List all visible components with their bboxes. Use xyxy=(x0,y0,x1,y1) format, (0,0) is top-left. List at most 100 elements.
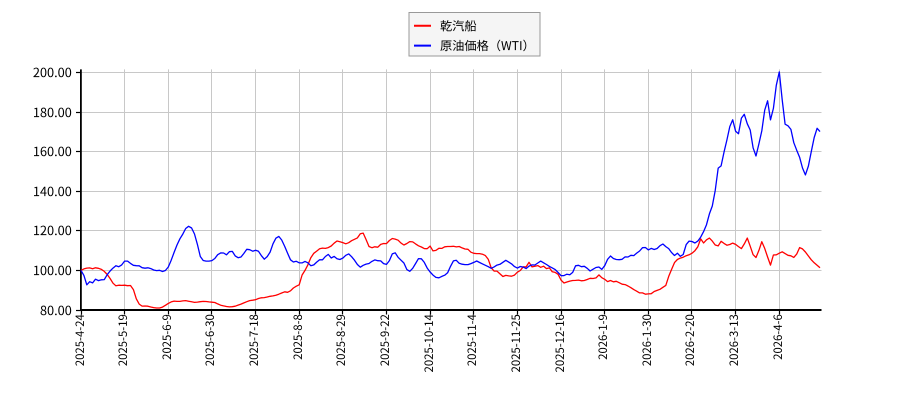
glyph-1 xyxy=(118,321,127,326)
y-tick-label-100.00-glyphs xyxy=(33,265,72,276)
glyph-4 xyxy=(773,324,782,331)
glyph-9 xyxy=(118,314,128,320)
glyph-- xyxy=(123,337,125,341)
series-line-0 xyxy=(80,232,821,309)
glyph-. xyxy=(55,313,57,316)
glyph-2 xyxy=(511,354,520,360)
glyph-2 xyxy=(511,366,520,373)
glyph-- xyxy=(123,327,125,331)
glyph-2 xyxy=(33,67,40,78)
x-tick-label-2025-9-22-glyphs xyxy=(380,314,390,366)
x-tick-label-2025-8-8-glyphs xyxy=(293,314,303,360)
x-tick-label-2025-6-30: 2025-6-30 xyxy=(203,314,217,373)
glyph-. xyxy=(55,273,57,276)
glyph-6 xyxy=(729,341,739,347)
y-tick-label-160.00: 160.00 xyxy=(27,145,72,160)
legend-label-crude-oil-wti: 原油価格（WTI） xyxy=(440,38,536,53)
glyph-2 xyxy=(555,354,564,360)
glyph-船 xyxy=(464,20,477,32)
glyph-2 xyxy=(642,360,651,366)
glyph-3 xyxy=(205,321,215,327)
glyph-- xyxy=(734,327,736,331)
y-tick-label-180.00: 180.00 xyxy=(27,106,72,121)
glyph-5 xyxy=(75,341,85,347)
glyph-I xyxy=(520,41,522,51)
glyph-1 xyxy=(555,321,564,326)
glyph-5 xyxy=(293,335,303,341)
glyph-2 xyxy=(729,347,738,354)
glyph-2 xyxy=(424,366,433,373)
axis-labels: 80.00 100.00 120.00 140.00 160.00 180.00 200.0… xyxy=(27,66,783,380)
x-tick-label-2025-10-14: 2025-10-14 xyxy=(422,314,436,380)
glyph-格 xyxy=(476,39,489,52)
x-tick-label-2026-4-6-glyphs xyxy=(773,314,783,360)
glyph-6 xyxy=(642,341,652,347)
legend-label-dry-bulk-ship-glyphs xyxy=(440,20,477,32)
glyph-原 xyxy=(440,40,452,52)
glyph-5 xyxy=(118,341,128,347)
glyph-5 xyxy=(162,335,172,341)
x-tick-label-2026-1-9-glyphs xyxy=(598,314,608,360)
glyph-- xyxy=(778,321,780,324)
glyph-6 xyxy=(773,335,783,341)
glyph-W xyxy=(501,41,512,51)
glyph-2 xyxy=(249,360,258,366)
glyph-1 xyxy=(729,321,738,326)
glyph-- xyxy=(385,327,387,331)
glyph-3 xyxy=(729,314,739,321)
glyph-3 xyxy=(642,321,652,327)
glyph-- xyxy=(690,337,692,341)
glyph-- xyxy=(341,337,343,341)
x-tick-label-2026-2-20-glyphs xyxy=(685,314,695,366)
glyph-2 xyxy=(685,321,694,327)
x-tick-label-2025-5-19: 2025-5-19 xyxy=(116,314,130,373)
glyph-2 xyxy=(642,347,651,354)
glyph-2 xyxy=(118,347,127,354)
glyph-8 xyxy=(293,314,303,320)
glyph-1 xyxy=(511,331,520,337)
y-tick-label-200.00: 200.00 xyxy=(27,66,72,81)
x-tick-label-2025-6-9-glyphs xyxy=(162,314,172,360)
x-tick-label-2026-3-13-glyphs xyxy=(729,314,739,366)
glyph-1 xyxy=(511,337,520,343)
glyph-2 xyxy=(685,347,694,354)
glyph-- xyxy=(603,331,605,335)
glyph-2 xyxy=(511,321,520,327)
glyph-- xyxy=(385,337,387,341)
y-tick-label-140.00-glyphs xyxy=(33,186,72,197)
glyph-- xyxy=(254,337,256,341)
glyph-1 xyxy=(555,337,564,343)
glyph-2 xyxy=(75,360,84,366)
glyph-. xyxy=(55,194,57,197)
glyph-9 xyxy=(380,331,390,337)
legend-label-text-1 xyxy=(440,39,527,52)
y-tick-label-160.00-glyphs xyxy=(33,146,72,157)
glyph-3 xyxy=(729,331,739,337)
glyph-- xyxy=(429,343,431,347)
glyph-7 xyxy=(249,331,258,337)
glyph-- xyxy=(560,343,562,347)
glyph-2 xyxy=(162,341,171,347)
glyph-- xyxy=(472,337,474,341)
glyph-8 xyxy=(293,324,303,331)
x-tick-label-2025-7-18: 2025-7-18 xyxy=(247,314,261,373)
x-tick-label-2025-4-24-glyphs xyxy=(75,314,85,366)
glyph-5 xyxy=(424,347,434,354)
glyph-- xyxy=(80,337,82,341)
glyph-4 xyxy=(424,314,433,321)
legend-box xyxy=(408,12,541,57)
legend: 乾汽船 原油価格（WTI） xyxy=(408,12,541,57)
x-tick-label-2025-11-25: 2025-11-25 xyxy=(509,314,523,380)
glyph-1 xyxy=(467,331,476,337)
glyph-- xyxy=(80,327,82,331)
glyph-2 xyxy=(773,341,782,347)
glyph-4 xyxy=(75,314,84,321)
glyph-2 xyxy=(293,341,302,347)
glyph-1 xyxy=(33,225,40,236)
glyph-5 xyxy=(467,341,477,347)
glyph-2 xyxy=(729,360,738,366)
series-line-1 xyxy=(80,71,821,286)
x-tick-label-2026-1-30-glyphs xyxy=(642,314,652,366)
glyph-2 xyxy=(380,314,389,321)
glyph-2 xyxy=(249,347,258,354)
